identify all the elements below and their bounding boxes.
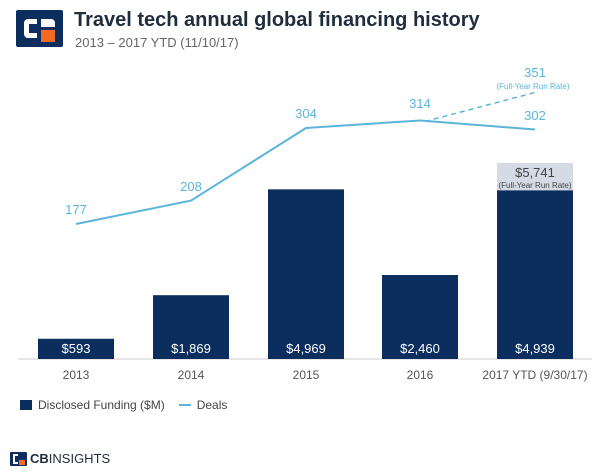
- funding-bar: [153, 295, 229, 359]
- run-rate-funding-label: $5,741: [515, 165, 555, 180]
- funding-bar-label: $2,460: [400, 341, 440, 356]
- x-tick-label: 2013: [63, 368, 90, 382]
- footer-brand-bold: CB: [30, 451, 49, 466]
- deals-data-label: 314: [409, 96, 431, 111]
- funding-bar-label: $4,969: [286, 341, 326, 356]
- legend-funding-swatch: [20, 400, 32, 410]
- funding-bar: [268, 189, 344, 359]
- run-rate-deals-label: 351: [524, 65, 546, 80]
- cb-insights-logo: [16, 10, 63, 47]
- deals-data-label: 302: [524, 108, 546, 123]
- legend-deals-swatch: [178, 404, 191, 406]
- funding-bar-label: $593: [62, 341, 91, 356]
- x-tick-label: 2016: [407, 368, 434, 382]
- funding-bar-label: $1,869: [171, 341, 211, 356]
- chart-title: Travel tech annual global financing hist…: [74, 9, 480, 31]
- legend-funding-label: Disclosed Funding ($M): [38, 398, 165, 412]
- x-tick-label: 2015: [293, 368, 320, 382]
- x-tick-label: 2017 YTD (9/30/17): [482, 368, 587, 382]
- funding-bar: [382, 275, 458, 359]
- deals-data-label: 304: [295, 106, 317, 121]
- cb-insights-small-icon: [10, 451, 27, 466]
- deals-line: [75, 119, 536, 225]
- legend-deals-label: Deals: [196, 398, 228, 412]
- run-rate-projection-box: [497, 163, 573, 191]
- footer-brand-light: INSIGHTS: [48, 451, 111, 466]
- run-rate-deals-note: (Full-Year Run Rate): [496, 82, 569, 91]
- deals-projection-line: [424, 91, 536, 123]
- run-rate-funding-note: (Full-Year Run Rate): [498, 181, 571, 190]
- funding-bar: [38, 338, 114, 359]
- footer-logo: CB INSIGHTS: [10, 451, 110, 466]
- legend: Disclosed Funding ($M) Deals: [20, 398, 227, 412]
- deals-data-label: 177: [65, 202, 87, 217]
- deals-data-label: 208: [180, 179, 202, 194]
- x-tick-label: 2014: [178, 368, 205, 382]
- funding-bar-label: $4,939: [515, 341, 555, 356]
- funding-bar: [497, 190, 573, 359]
- chart-subtitle: 2013 – 2017 YTD (11/10/17): [75, 35, 239, 50]
